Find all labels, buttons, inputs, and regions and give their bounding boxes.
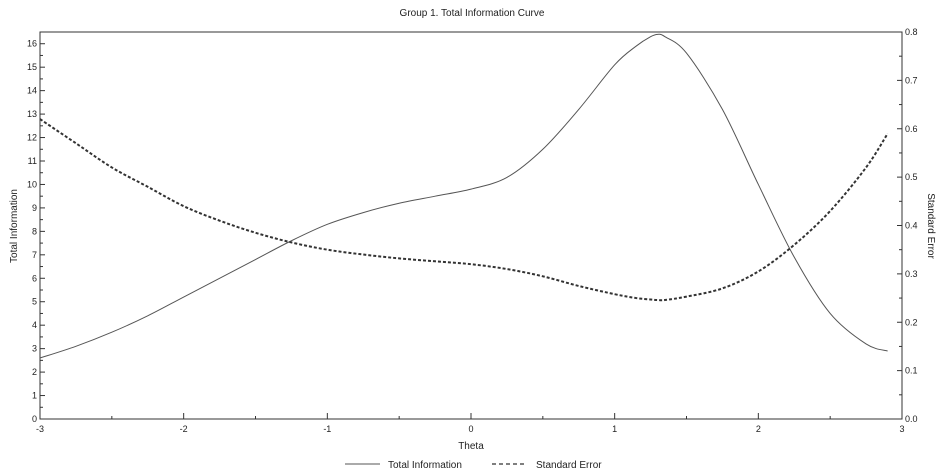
x-tick-label: -1 (323, 424, 331, 434)
y-tick-label: 12 (27, 133, 37, 143)
y-tick-label: 9 (32, 203, 37, 213)
y2-tick-label: 0.7 (905, 75, 918, 85)
y-tick-label: 16 (27, 39, 37, 49)
x-tick-label: 0 (468, 424, 473, 434)
y-tick-label: 0 (32, 414, 37, 424)
x-axis-label: Theta (458, 441, 484, 452)
series-layer (39, 33, 889, 359)
y2-tick-label: 0.2 (905, 317, 918, 327)
legend-label-total-information: Total Information (388, 460, 462, 471)
x-axis-ticks: -3 -2 -1 0 1 2 3 (36, 413, 905, 434)
y-tick-label: 2 (32, 367, 37, 377)
legend-label-standard-error: Standard Error (536, 460, 602, 471)
chart-title: Group 1. Total Information Curve (400, 8, 545, 19)
y-tick-label: 7 (32, 250, 37, 260)
series-standard-error-line (39, 118, 889, 302)
y-tick-label: 3 (32, 344, 37, 354)
y-tick-label: 5 (32, 297, 37, 307)
y2-tick-label: 0.4 (905, 221, 918, 231)
x-tick-label: 1 (612, 424, 617, 434)
y-tick-label: 11 (28, 156, 37, 166)
y2-tick-label: 0.1 (905, 366, 918, 376)
x-tick-label: -2 (180, 424, 188, 434)
y2-tick-label: 0.0 (905, 414, 918, 424)
x-tick-label: 3 (899, 424, 904, 434)
y-tick-label: 4 (32, 320, 37, 330)
y2-tick-label: 0.8 (905, 27, 918, 37)
y2-tick-label: 0.5 (905, 172, 918, 182)
y2-tick-label: 0.3 (905, 269, 918, 279)
legend: Total Information Standard Error (345, 460, 602, 471)
y-tick-label: 1 (32, 391, 37, 401)
plot-frame (39, 31, 903, 420)
x-tick-label: -3 (36, 424, 44, 434)
y-tick-label: 14 (27, 86, 37, 96)
y2-tick-label: 0.6 (905, 124, 918, 134)
y-axis-right-label: Standard Error (925, 193, 936, 259)
y-tick-label: 8 (32, 226, 37, 236)
y-tick-label: 6 (32, 273, 37, 283)
y-tick-label: 13 (27, 109, 37, 119)
y-axis-left-label: Total Information (9, 189, 20, 263)
series-total-information-line (39, 33, 888, 359)
y-tick-label: 15 (27, 62, 37, 72)
y-tick-label: 10 (27, 179, 37, 189)
y-axis-right-ticks: 0.0 0.1 0.2 0.3 0.4 0.5 0.6 0.7 0.8 (897, 27, 918, 424)
x-tick-label: 2 (756, 424, 761, 434)
